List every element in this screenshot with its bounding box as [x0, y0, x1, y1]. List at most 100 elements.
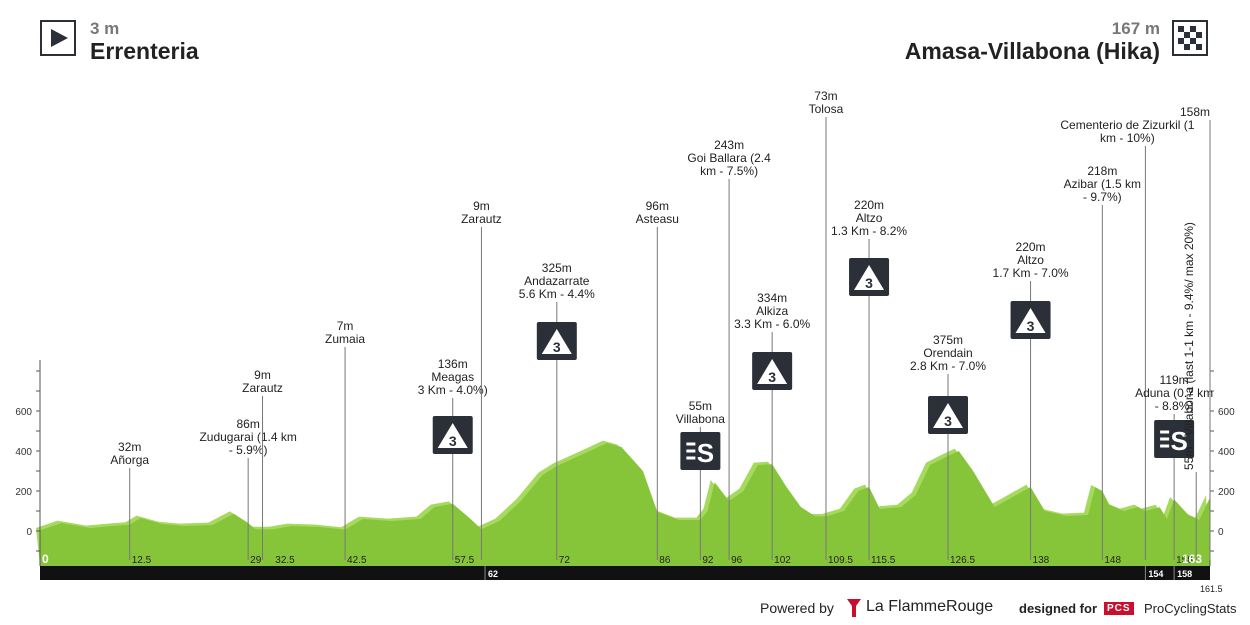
annotation-text: 136m — [438, 357, 468, 371]
annotation-text: Orendain — [923, 346, 972, 360]
climb-category-text: 3 — [1027, 318, 1035, 334]
annotation-text: 86m — [236, 417, 259, 431]
km-tick-label: 57.5 — [455, 555, 475, 566]
annotation-text: Asteasu — [636, 212, 679, 226]
start-town: Errenteria — [90, 38, 199, 64]
annotation-text: 5.6 Km - 4.4% — [519, 287, 595, 301]
finish-altitude: 167 m — [1111, 19, 1160, 38]
annotation-text: 2.8 Km - 7.0% — [910, 359, 986, 373]
km-tick-label: 163 — [1182, 552, 1202, 566]
sprint-letter: S — [1170, 426, 1187, 456]
km-tick-label: 126.5 — [950, 555, 975, 566]
annotation-text: Zumaia — [325, 332, 365, 346]
powered-by-label: Powered by — [760, 600, 834, 616]
annotation-text: 55m — [689, 399, 712, 413]
y-tick-label-left: 200 — [15, 487, 32, 498]
annotation-text: Azibar (1.5 km — [1064, 177, 1141, 191]
km-tick-label: 96 — [731, 555, 743, 566]
climb-category-icon: 3 — [432, 416, 473, 454]
vertical-annotation: 55m - Villabona (last 1-1 km - 9.4%/ max… — [1182, 222, 1196, 470]
climb-category-text: 3 — [449, 433, 457, 449]
km-tick-label: 86 — [659, 555, 671, 566]
annotation-text: Cementerio de Zizurkil (1 — [1060, 118, 1194, 132]
annotation-text: 375m — [933, 333, 963, 347]
annotation-text: 3 Km - 4.0%) — [418, 383, 488, 397]
annotation-text: 119m — [1160, 373, 1189, 387]
annotation-text: 334m — [757, 291, 787, 305]
sprint-marker-icon: S — [1154, 420, 1195, 458]
climb-category-text: 3 — [768, 369, 776, 385]
annotation-text: 220m — [1016, 240, 1046, 254]
climb-category-icon: 3 — [536, 322, 577, 360]
y-tick-label-right: 200 — [1218, 487, 1235, 498]
mountain-triangle — [541, 329, 572, 354]
annotation-text: 220m — [854, 198, 884, 212]
km-tick-label: 138 — [1033, 555, 1050, 566]
flammerouge-logo — [845, 597, 863, 624]
climb-category-icon: 3 — [752, 352, 793, 390]
mountain-triangle — [1015, 308, 1046, 333]
annotation-text: Zarautz — [242, 381, 283, 395]
bar-label: 62 — [488, 569, 498, 579]
y-tick-label-right: 600 — [1218, 407, 1235, 418]
mountain-triangle — [854, 265, 885, 290]
km-tick-label: 109.5 — [828, 555, 853, 566]
sprint-letter: S — [697, 438, 714, 468]
mountain-triangle — [933, 403, 964, 428]
annotation-text: Goi Ballara (2.4 — [687, 151, 771, 165]
checkered-flag-icon — [1172, 20, 1208, 56]
y-tick-label-left: 600 — [15, 407, 32, 418]
annotation-text: 9m — [254, 368, 271, 382]
annotation-text: Andazarrate — [524, 274, 590, 288]
start-flag-icon — [40, 20, 76, 56]
annotation-text: 1.7 Km - 7.0% — [993, 266, 1069, 280]
annotation-text: Zudugarai (1.4 km — [199, 430, 296, 444]
annotation-text: km - 10%) — [1100, 131, 1155, 145]
climb-category-icon: 3 — [1010, 301, 1051, 339]
annotation-text: Añorga — [110, 453, 149, 467]
annotation-text: 32m — [118, 440, 141, 454]
sprint-marker-icon: S — [680, 432, 721, 470]
annotation-text: km - 7.5%) — [700, 164, 758, 178]
y-tick-label-left: 0 — [26, 527, 32, 538]
climb-category-text: 3 — [553, 339, 561, 355]
y-tick-label-left: 400 — [15, 447, 32, 458]
annotation-text: Altzo — [1017, 253, 1044, 267]
km-tick-label: 29 — [250, 555, 262, 566]
start-altitude: 3 m — [90, 19, 120, 38]
annotation-text: Villabona — [676, 412, 725, 426]
km-tick-label: 12.5 — [132, 555, 152, 566]
climb-category-text: 3 — [865, 275, 873, 291]
km-tick-label: 42.5 — [347, 555, 367, 566]
annotation-text: Aduna (0.7 km — [1135, 386, 1213, 400]
y-tick-label-right: 400 — [1218, 447, 1235, 458]
km-tick-label: 115.5 — [871, 555, 896, 566]
annotation-text: 218m — [1087, 164, 1117, 178]
terrain-area — [40, 443, 1210, 566]
y-tick-label-right: 0 — [1218, 527, 1224, 538]
mountain-triangle — [437, 423, 468, 448]
annotation-text: 9m — [473, 199, 490, 213]
annotation-label: 158m — [1180, 105, 1210, 119]
annotation-label: Cementerio de Zizurkil (1km - 10%) — [1060, 118, 1194, 145]
annotation-text: 7m — [337, 319, 354, 333]
mountain-triangle — [757, 359, 788, 384]
finish-town: Amasa-Villabona (Hika) — [904, 38, 1160, 64]
annotation-text: Alkiza — [756, 304, 788, 318]
annotation-text: - 5.9%) — [229, 443, 268, 457]
km-tick-label: 72 — [559, 555, 571, 566]
